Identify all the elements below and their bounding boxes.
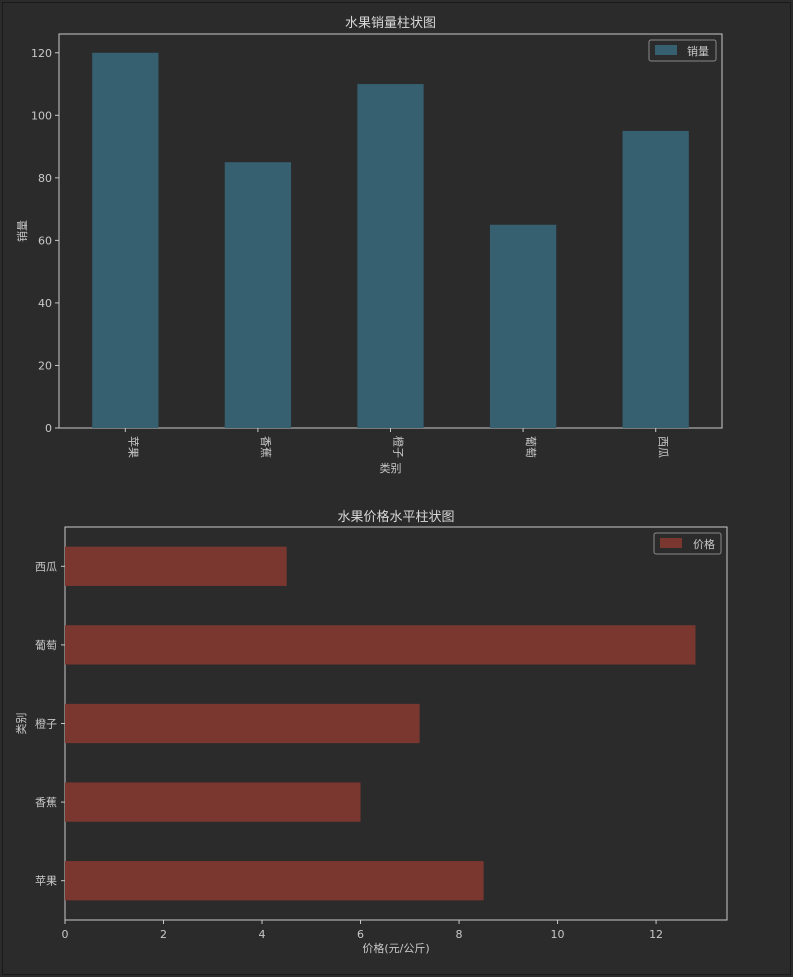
price-y-tick-label: 橙子 [35,717,57,731]
sales-y-tick-label: 20 [38,359,52,372]
price-legend-swatch [660,538,682,548]
sales-x-axis-label: 类别 [380,461,402,475]
price-x-tick-label: 10 [551,928,565,941]
price-y-tick-label: 苹果 [35,874,57,888]
price-y-tick-label: 葡萄 [35,639,57,652]
sales-bar-0 [92,52,159,429]
price-y-axis-label: 类别 [14,713,28,735]
price-bar-3 [65,625,696,665]
price-x-tick-label: 0 [62,928,69,941]
sales-x-tick-label: 葡萄 [524,436,537,458]
sales-chart-title: 水果销量柱状图 [345,16,436,31]
sales-bar-2 [357,84,424,429]
price-bar-1 [65,782,361,822]
price-bar-4 [65,546,287,586]
price-x-axis-label: 价格(元/公斤) [362,941,429,955]
sales-legend-swatch [655,45,677,55]
price-y-tick-label: 香蕉 [35,796,57,809]
price-x-tick-label: 4 [259,928,266,941]
sales-y-tick-label: 60 [38,234,52,247]
price-chart-title: 水果价格水平柱状图 [337,509,454,525]
sales-y-tick-label: 120 [31,47,52,60]
sales-y-tick-label: 40 [38,297,52,310]
price-legend-label: 价格 [693,537,715,551]
price-x-tick-label: 6 [357,928,364,941]
price-bar-0 [65,861,484,901]
sales-x-tick-label: 香蕉 [259,436,272,458]
sales-bar-1 [224,162,292,428]
price-y-tick-label: 西瓜 [35,560,57,573]
sales-bar-3 [489,224,557,428]
sales-x-tick-label: 西瓜 [657,436,670,458]
sales-y-tick-label: 80 [38,172,52,185]
sales-legend-label: 销量 [687,44,709,58]
price-x-tick-label: 2 [160,928,167,941]
sales-x-tick-label: 苹果 [126,436,140,458]
sales-x-tick-label: 橙子 [392,436,406,458]
sales-bar-4 [622,130,689,428]
price-bar-2 [65,703,420,744]
sales-y-tick-label: 0 [45,422,52,435]
price-x-tick-label: 12 [649,928,663,941]
sales-y-axis-label: 销量 [15,220,29,242]
price-x-tick-label: 8 [456,928,463,941]
sales-y-tick-label: 100 [31,109,52,122]
